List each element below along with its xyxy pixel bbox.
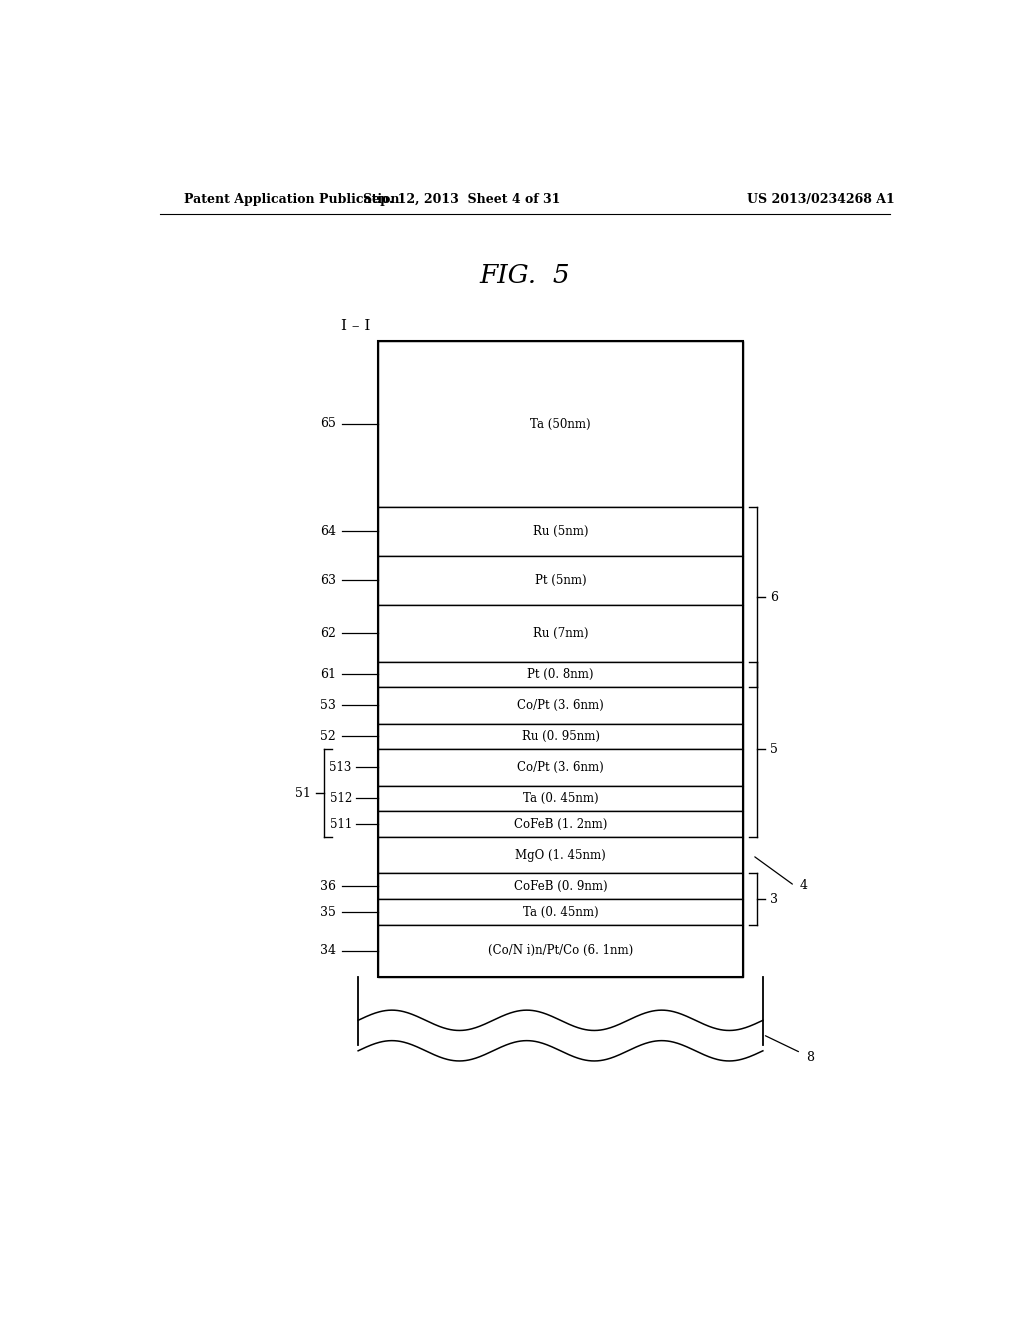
Text: 5: 5	[770, 743, 778, 756]
Text: I – I: I – I	[341, 319, 370, 333]
Text: 64: 64	[319, 524, 336, 537]
Text: Ru (0. 95nm): Ru (0. 95nm)	[521, 730, 599, 743]
Text: 61: 61	[319, 668, 336, 681]
Text: Patent Application Publication: Patent Application Publication	[183, 193, 399, 206]
Bar	[378, 899, 743, 925]
Text: US 2013/0234268 A1: US 2013/0234268 A1	[748, 193, 895, 206]
Text: 35: 35	[321, 906, 336, 919]
Text: Co/Pt (3. 6nm): Co/Pt (3. 6nm)	[517, 760, 604, 774]
Text: 62: 62	[321, 627, 336, 640]
Text: 65: 65	[321, 417, 336, 430]
Text: 52: 52	[321, 730, 336, 743]
Text: 51: 51	[296, 787, 311, 800]
Text: Ta (0. 45nm): Ta (0. 45nm)	[522, 906, 598, 919]
Bar	[378, 688, 743, 723]
Text: 3: 3	[770, 892, 778, 906]
Text: Ta (0. 45nm): Ta (0. 45nm)	[522, 792, 598, 805]
Bar	[378, 812, 743, 837]
Bar	[378, 925, 743, 977]
Text: 8: 8	[806, 1052, 814, 1064]
Bar	[378, 750, 743, 785]
Bar	[378, 605, 743, 661]
Text: Co/Pt (3. 6nm): Co/Pt (3. 6nm)	[517, 700, 604, 711]
Text: Ru (5nm): Ru (5nm)	[532, 524, 588, 537]
Bar	[378, 342, 743, 507]
Text: 36: 36	[319, 879, 336, 892]
Text: (Co/N i)n/Pt/Co (6. 1nm): (Co/N i)n/Pt/Co (6. 1nm)	[487, 944, 633, 957]
Text: 511: 511	[330, 818, 352, 830]
Text: Sep. 12, 2013  Sheet 4 of 31: Sep. 12, 2013 Sheet 4 of 31	[362, 193, 560, 206]
Text: Ru (7nm): Ru (7nm)	[532, 627, 588, 640]
Text: MgO (1. 45nm): MgO (1. 45nm)	[515, 849, 606, 862]
Bar	[378, 785, 743, 812]
Bar	[378, 556, 743, 605]
Text: Ta (50nm): Ta (50nm)	[530, 417, 591, 430]
Bar	[378, 507, 743, 556]
Text: 512: 512	[330, 792, 352, 805]
Bar	[378, 723, 743, 750]
Text: 63: 63	[319, 574, 336, 586]
Bar	[378, 837, 743, 874]
Bar	[378, 874, 743, 899]
Text: Pt (5nm): Pt (5nm)	[535, 574, 587, 586]
Bar	[378, 661, 743, 688]
Text: 4: 4	[800, 879, 807, 892]
Text: CoFeB (1. 2nm): CoFeB (1. 2nm)	[514, 818, 607, 830]
Text: 6: 6	[770, 590, 778, 603]
Text: CoFeB (0. 9nm): CoFeB (0. 9nm)	[514, 879, 607, 892]
Text: FIG.  5: FIG. 5	[479, 263, 570, 288]
Text: Pt (0. 8nm): Pt (0. 8nm)	[527, 668, 594, 681]
Text: 513: 513	[330, 760, 352, 774]
Text: 53: 53	[321, 700, 336, 711]
Bar	[378, 342, 743, 977]
Text: 34: 34	[319, 944, 336, 957]
